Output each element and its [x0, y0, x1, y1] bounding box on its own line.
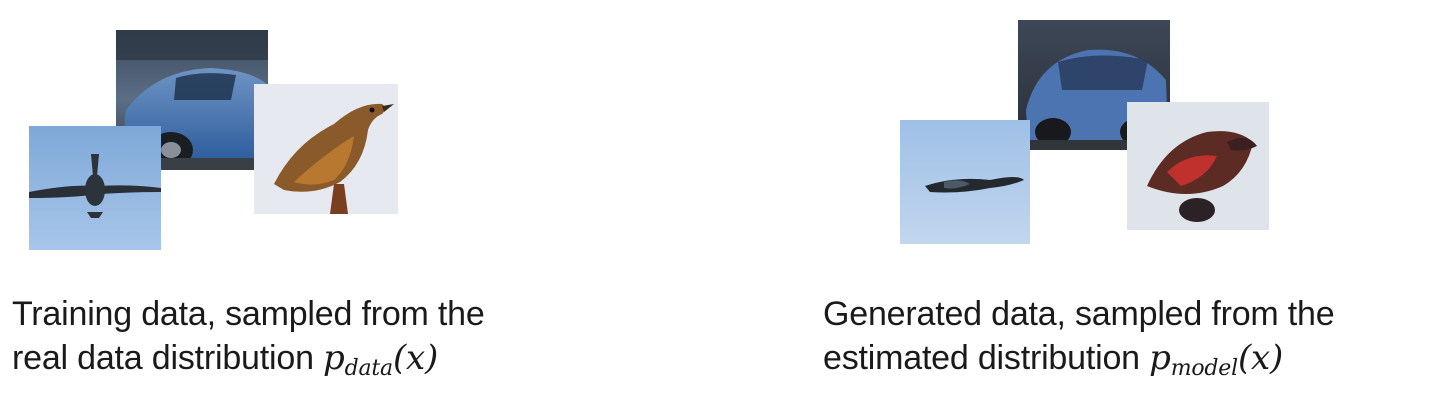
- training-bird-image: [254, 84, 398, 214]
- generated-bird-image: [1127, 102, 1269, 230]
- training-math-base: p: [323, 338, 345, 378]
- training-caption-line2: real data distribution pdata(x): [12, 336, 485, 391]
- training-caption: Training data, sampled from the real dat…: [12, 292, 485, 391]
- generated-math-argument: (x): [1237, 338, 1284, 378]
- training-math-subscript: data: [344, 356, 394, 381]
- training-math-argument: (x): [392, 338, 439, 378]
- generated-caption: Generated data, sampled from the estimat…: [823, 292, 1335, 391]
- generated-airplane-image: [900, 120, 1030, 244]
- generated-caption-line1: Generated data, sampled from the: [823, 295, 1335, 333]
- training-airplane-image: [29, 126, 161, 250]
- generated-math-subscript: model: [1170, 356, 1238, 381]
- generated-caption-line2: estimated distribution pmodel(x): [823, 336, 1334, 391]
- generated-car-image: [1018, 20, 1170, 150]
- generated-math-base: p: [1149, 338, 1171, 378]
- training-distribution-symbol: pdata(x): [323, 338, 439, 381]
- generated-caption-line2-text: estimated distribution: [823, 339, 1150, 377]
- generated-distribution-symbol: pmodel(x): [1149, 338, 1284, 381]
- training-caption-line1: Training data, sampled from the: [12, 295, 485, 333]
- training-data-panel: Training data, sampled from the real dat…: [0, 0, 700, 400]
- training-caption-line2-text: real data distribution: [12, 339, 324, 377]
